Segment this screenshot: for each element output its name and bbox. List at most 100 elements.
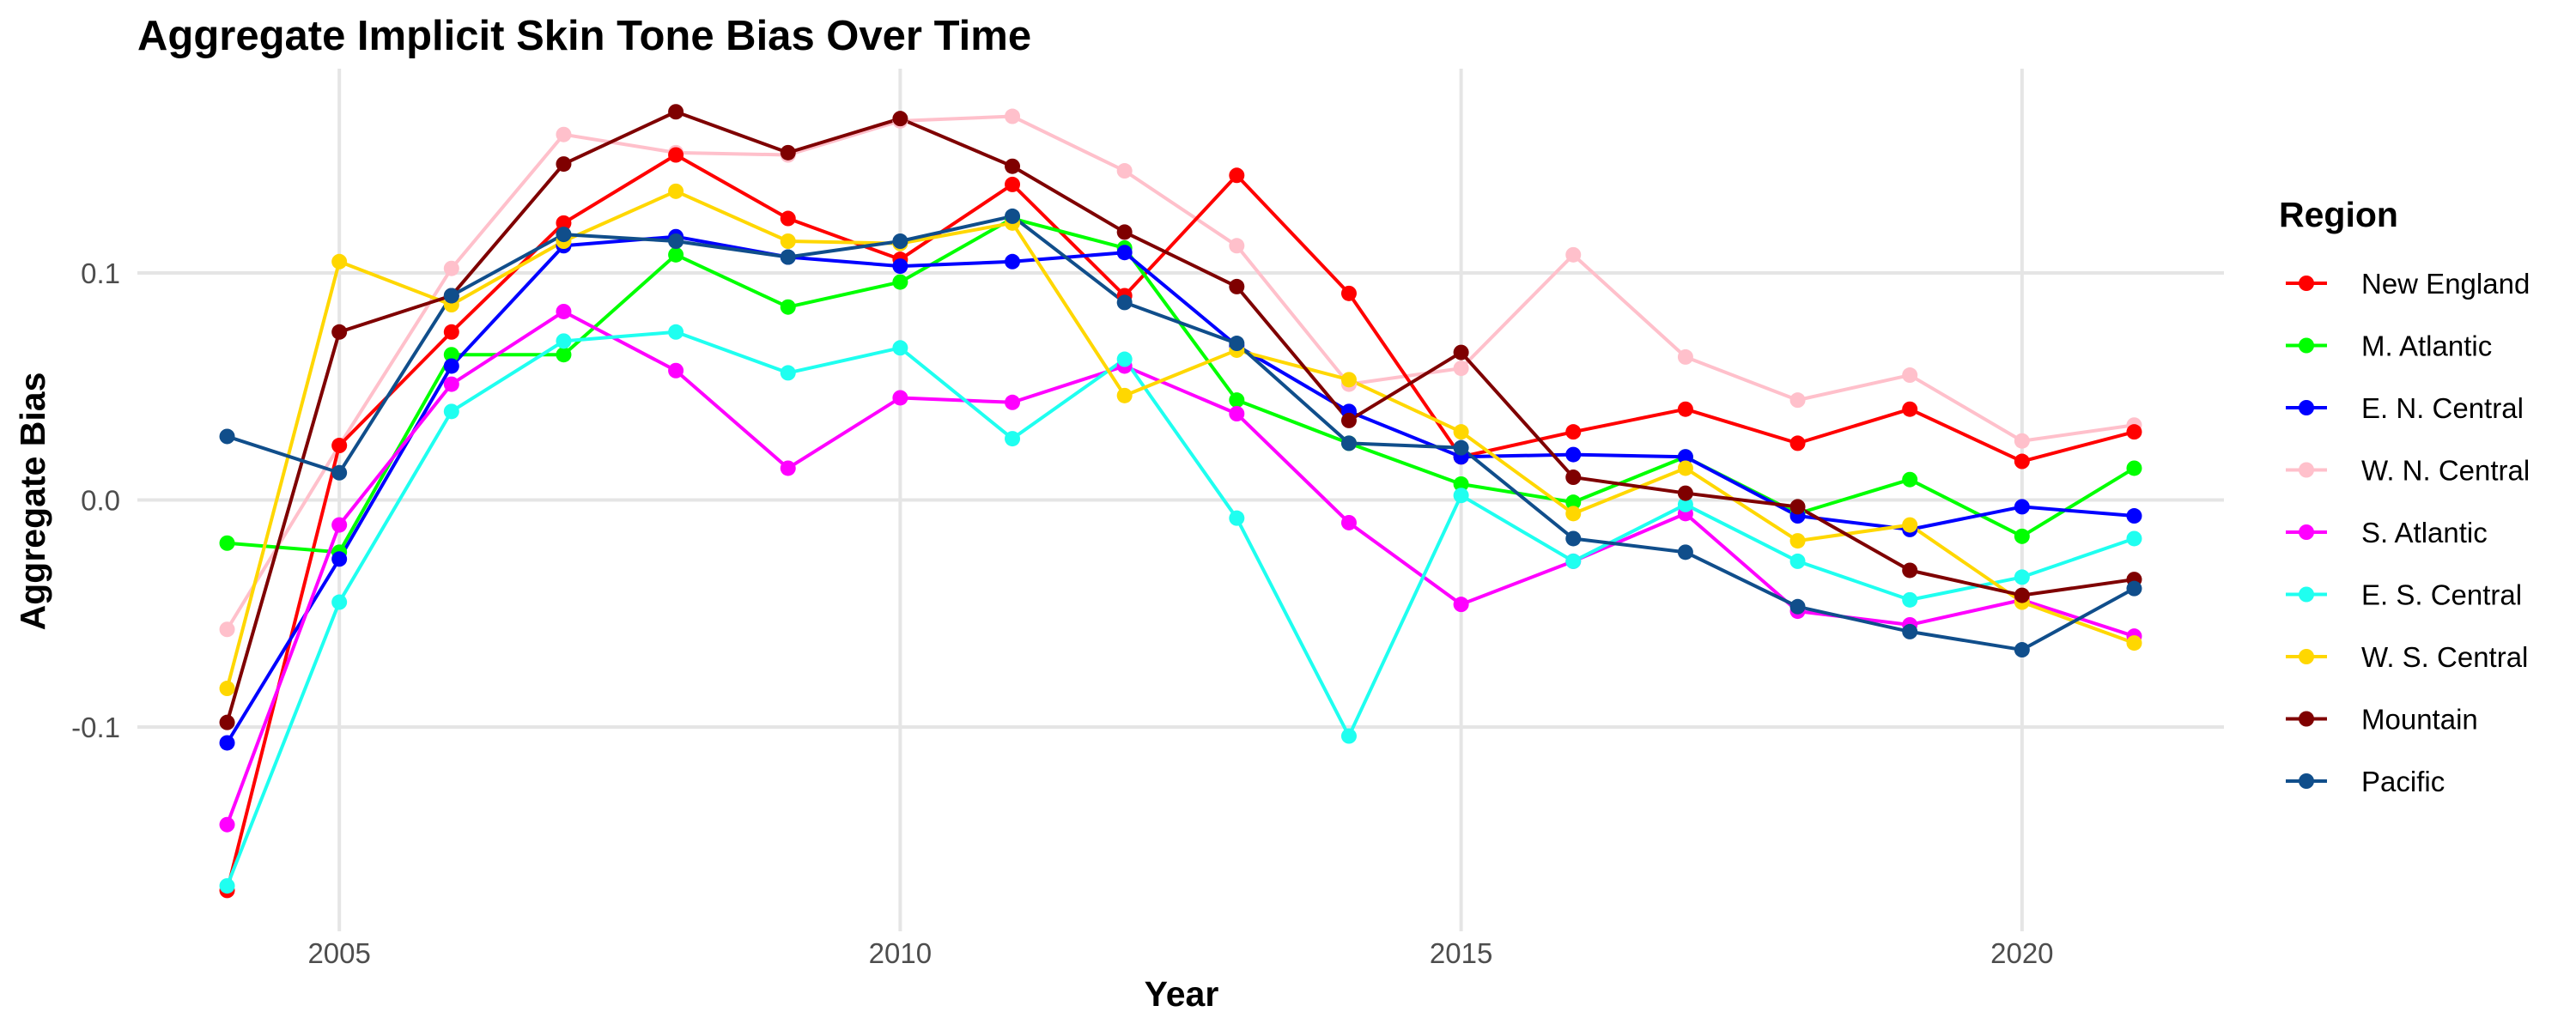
data-point-pacific [1453,439,1469,456]
series-line-w-n-central [225,114,2135,631]
data-point-mountain [2014,587,2030,603]
data-point-pacific [1229,336,1245,352]
data-point-e-s-central [668,324,684,340]
data-point-s-atlantic [1229,406,1245,421]
legend-key-point-pacific [2299,773,2314,789]
data-point-new-england [1677,401,1693,417]
legend-label-w-s-central: W. S. Central [2361,641,2528,673]
data-point-pacific [2014,642,2030,658]
data-point-m-atlantic [2126,460,2142,476]
data-point-mountain [1453,344,1469,360]
data-point-mountain [556,156,572,173]
data-point-pacific [443,288,459,304]
data-point-w-s-central [219,681,235,697]
data-point-m-atlantic [780,299,796,315]
data-point-e-n-central [443,358,459,374]
data-point-m-atlantic [2014,528,2030,544]
data-point-w-n-central [556,126,572,142]
data-point-new-england [1902,401,1918,417]
series-line-pacific [226,214,2136,652]
data-point-w-s-central [1116,387,1133,403]
data-point-w-s-central [331,253,348,270]
data-point-e-s-central [1229,510,1245,526]
data-point-w-s-central [668,183,684,199]
legend-items: New England M. Atlantic E. N. Central W. N.… [2286,268,2530,797]
data-point-e-n-central [331,551,348,567]
data-point-w-s-central [1340,372,1357,388]
legend-label-s-atlantic: S. Atlantic [2361,517,2488,548]
data-point-new-england [780,210,796,227]
data-point-m-atlantic [443,347,459,363]
legend-label-pacific: Pacific [2361,766,2445,797]
data-point-w-n-central [1453,360,1469,377]
data-point-w-n-central [1116,163,1133,179]
data-point-e-s-central [1453,488,1469,504]
data-point-e-s-central [443,403,459,420]
data-point-e-s-central [1789,553,1806,569]
data-point-new-england [1565,424,1582,440]
data-point-m-atlantic [892,274,908,290]
data-point-e-n-central [892,258,908,275]
data-point-w-s-central [1565,506,1582,522]
legend-key-point-m-atlantic [2299,337,2314,354]
data-point-e-s-central [2014,569,2030,585]
series-line-new-england [225,153,2135,891]
y-tick-label: -0.1 [71,712,120,743]
data-point-w-n-central [1005,108,1021,124]
data-point-pacific [331,464,348,481]
series-line-mountain [225,110,2135,724]
data-point-new-england [556,215,572,231]
x-tick-label: 2020 [1990,937,2053,969]
data-point-s-atlantic [1453,597,1469,613]
data-point-s-atlantic [1005,394,1021,410]
data-point-w-n-central [2014,433,2030,449]
data-point-pacific [892,233,908,249]
data-point-m-atlantic [1229,392,1245,409]
data-point-w-n-central [1565,246,1582,263]
data-point-e-n-central [1677,449,1693,465]
series-line-s-atlantic [225,309,2136,826]
data-point-pacific [1789,598,1806,615]
y-tick-label: 0.1 [81,258,120,289]
data-point-pacific [780,249,796,265]
legend-key-point-w-s-central [2299,649,2314,664]
data-point-e-s-central [219,878,235,894]
series-lines [225,110,2136,891]
data-point-s-atlantic [219,816,235,833]
data-point-w-n-central [443,260,459,276]
data-point-pacific [556,227,572,243]
chart-title: Aggregate Implicit Skin Tone Bias Over T… [137,13,1031,59]
data-point-m-atlantic [1453,476,1469,492]
data-point-new-england [331,438,348,454]
data-point-e-s-central [1565,553,1582,569]
legend-label-m-atlantic: M. Atlantic [2361,330,2492,362]
legend-label-mountain: Mountain [2361,704,2478,736]
x-axis-title: Year [1145,974,1219,1014]
series-line-e-s-central [225,330,2136,887]
data-point-e-s-central [1005,431,1021,447]
data-point-w-s-central [780,233,796,249]
legend-label-w-n-central: W. N. Central [2361,455,2530,487]
data-point-s-atlantic [892,390,908,406]
x-tick-labels: 2005 2010 2015 2020 [307,937,2053,969]
data-point-s-atlantic [556,303,572,319]
data-point-e-s-central [1116,351,1133,367]
data-point-new-england [1005,176,1021,192]
legend-title: Region [2279,195,2398,234]
data-point-w-s-central [1789,533,1806,549]
data-point-e-n-central [2126,508,2142,524]
legend-key-point-new-england [2299,276,2314,291]
data-point-mountain [892,111,908,127]
data-point-new-england [2126,424,2142,440]
data-point-e-n-central [1565,446,1582,463]
x-tick-label: 2005 [307,937,370,969]
data-point-w-n-central [1677,348,1693,365]
data-point-pacific [1565,530,1582,547]
data-point-pacific [219,428,235,445]
data-point-mountain [1229,278,1245,294]
data-point-mountain [1116,224,1133,240]
y-tick-label: 0.0 [81,485,120,517]
legend-label-new-england: New England [2361,268,2530,300]
y-axis-title: Aggregate Bias [13,373,52,631]
